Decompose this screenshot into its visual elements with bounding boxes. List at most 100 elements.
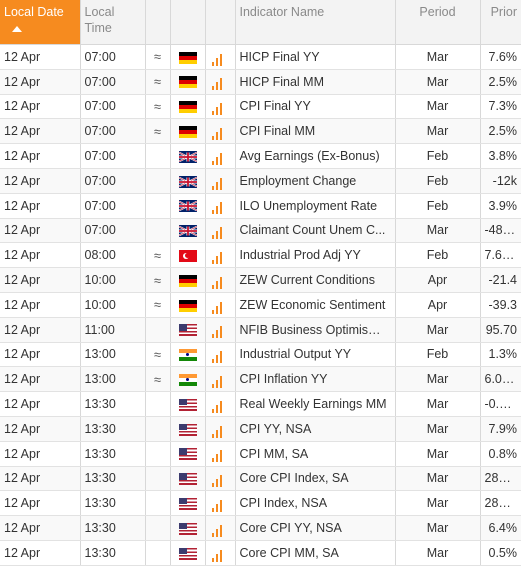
flag-us-icon [178,473,197,486]
row-indicator-name[interactable]: ZEW Current Conditions [235,267,396,293]
table-row[interactable]: 12 Apr 07:00 ≈ CPI Final YY Mar 7.3% [0,94,521,120]
row-indicator-name[interactable]: Core CPI MM, SA [235,540,396,566]
column-header-local-time[interactable]: Local Time [80,0,146,45]
column-header-local-date[interactable]: Local Date [0,0,81,45]
table-row[interactable]: 12 Apr 07:00 Employment Change Feb -12k [0,168,521,194]
row-time: 08:00 [80,242,146,269]
volatility-icon: ≈ [145,292,171,318]
volatility-icon: ≈ [145,69,171,95]
table-row[interactable]: 12 Apr 07:00 Claimant Count Unem C... Mar -4… [0,218,521,244]
importance-bars-icon [211,349,224,364]
row-time: 07:00 [80,69,146,95]
row-period: Mar [395,69,481,95]
table-row[interactable]: 12 Apr 07:00 ILO Unemployment Rate Feb 3.9% [0,193,521,219]
row-indicator-name[interactable]: Claimant Count Unem C... [235,218,396,244]
row-indicator-name[interactable]: CPI Final YY [235,94,396,120]
row-indicator-name[interactable]: ZEW Economic Sentiment [235,292,396,318]
table-row[interactable]: 12 Apr 11:00 NFIB Business Optimism ... Mar… [0,317,521,343]
column-header-volatility[interactable] [145,0,171,45]
row-date: 12 Apr [0,44,81,70]
row-indicator-name[interactable]: Core CPI Index, SA [235,466,396,492]
row-indicator-name[interactable]: HICP Final MM [235,69,396,95]
volatility-icon [145,416,171,442]
table-row[interactable]: 12 Apr 08:00 ≈ Industrial Prod Adj YY Feb 7.6… [0,242,521,269]
importance-bars-icon [211,250,224,264]
table-row[interactable]: 12 Apr 07:00 ≈ HICP Final MM Mar 2.5% [0,69,521,95]
row-indicator-name[interactable]: Employment Change [235,168,396,194]
row-date: 12 Apr [0,118,81,145]
row-indicator-name[interactable]: CPI MM, SA [235,441,396,467]
row-period: Mar [395,490,481,517]
row-prior: 7.6% [480,44,521,70]
column-header-importance[interactable] [205,0,236,45]
importance-bars-icon [211,399,224,413]
row-time: 13:30 [80,540,146,566]
row-period: Mar [395,416,481,442]
row-indicator-name[interactable]: ILO Unemployment Rate [235,193,396,219]
local-date-label: Local Date [4,5,64,19]
row-time: 11:00 [80,317,146,343]
column-header-country[interactable] [170,0,206,45]
column-header-period[interactable]: Period [395,0,481,45]
row-indicator-name[interactable]: CPI Index, NSA [235,490,396,517]
row-indicator-name[interactable]: HICP Final YY [235,44,396,70]
row-period: Feb [395,342,481,368]
row-indicator-name[interactable]: Industrial Output YY [235,342,396,368]
row-time: 13:30 [80,416,146,442]
flag-us-icon [178,547,197,560]
row-time: 13:30 [80,441,146,467]
row-indicator-name[interactable]: Avg Earnings (Ex-Bonus) [235,143,396,169]
column-header-prior[interactable]: Prior [480,0,521,45]
importance-bars-icon [211,374,224,388]
row-date: 12 Apr [0,466,81,492]
table-row[interactable]: 12 Apr 13:30 Core CPI MM, SA Mar 0.5% [0,540,521,566]
period-label: Period [419,5,456,19]
table-row[interactable]: 12 Apr 13:00 ≈ Industrial Output YY Feb 1.3% [0,342,521,368]
table-row[interactable]: 12 Apr 13:00 ≈ CPI Inflation YY Mar 6.07% [0,366,521,393]
table-row[interactable]: 12 Apr 13:30 Real Weekly Earnings MM Mar -0.… [0,391,521,417]
row-date: 12 Apr [0,168,81,194]
row-indicator-name[interactable]: Industrial Prod Adj YY [235,242,396,269]
volatility-icon: ≈ [145,342,171,368]
row-period: Mar [395,540,481,566]
row-date: 12 Apr [0,391,81,417]
row-prior: -0.5% [480,391,521,417]
volatility-icon: ≈ [145,242,171,269]
table-row[interactable]: 12 Apr 10:00 ≈ ZEW Current Conditions Apr -21… [0,267,521,293]
row-prior: 3.8% [480,143,521,169]
flag-de-icon [178,76,197,89]
row-time: 13:30 [80,466,146,492]
row-prior: 95.70 [480,317,521,343]
row-prior: 0.8% [480,441,521,467]
importance-bars-icon [211,424,224,438]
table-row[interactable]: 12 Apr 07:00 ≈ CPI Final MM Mar 2.5% [0,118,521,145]
importance-bars-icon [211,548,224,562]
row-indicator-name[interactable]: CPI Inflation YY [235,366,396,393]
row-indicator-name[interactable]: CPI YY, NSA [235,416,396,442]
row-prior: -21.4 [480,267,521,293]
row-date: 12 Apr [0,540,81,566]
volatility-icon [145,540,171,566]
row-indicator-name[interactable]: CPI Final MM [235,118,396,145]
column-header-indicator-name[interactable]: Indicator Name [235,0,396,45]
row-indicator-name[interactable]: NFIB Business Optimism ... [235,317,396,343]
table-row[interactable]: 12 Apr 07:00 ≈ HICP Final YY Mar 7.6% [0,44,521,70]
table-row[interactable]: 12 Apr 13:30 Core CPI Index, SA Mar 287.88 [0,466,521,492]
row-indicator-name[interactable]: Core CPI YY, NSA [235,515,396,541]
row-prior: 3.9% [480,193,521,219]
row-prior: 287.88 [480,466,521,492]
table-row[interactable]: 12 Apr 07:00 Avg Earnings (Ex-Bonus) Feb 3.8… [0,143,521,169]
table-row[interactable]: 12 Apr 13:30 CPI MM, SA Mar 0.8% [0,441,521,467]
table-row[interactable]: 12 Apr 13:30 Core CPI YY, NSA Mar 6.4% [0,515,521,541]
row-indicator-name[interactable]: Real Weekly Earnings MM [235,391,396,417]
row-date: 12 Apr [0,441,81,467]
local-time-label: Local Time [84,5,115,35]
importance-bars-icon [211,151,224,165]
table-row[interactable]: 12 Apr 10:00 ≈ ZEW Economic Sentiment Apr -39… [0,292,521,318]
row-prior: 7.9% [480,416,521,442]
importance-bars-icon [211,448,224,463]
table-row[interactable]: 12 Apr 13:30 CPI YY, NSA Mar 7.9% [0,416,521,442]
flag-us-icon [178,324,197,337]
